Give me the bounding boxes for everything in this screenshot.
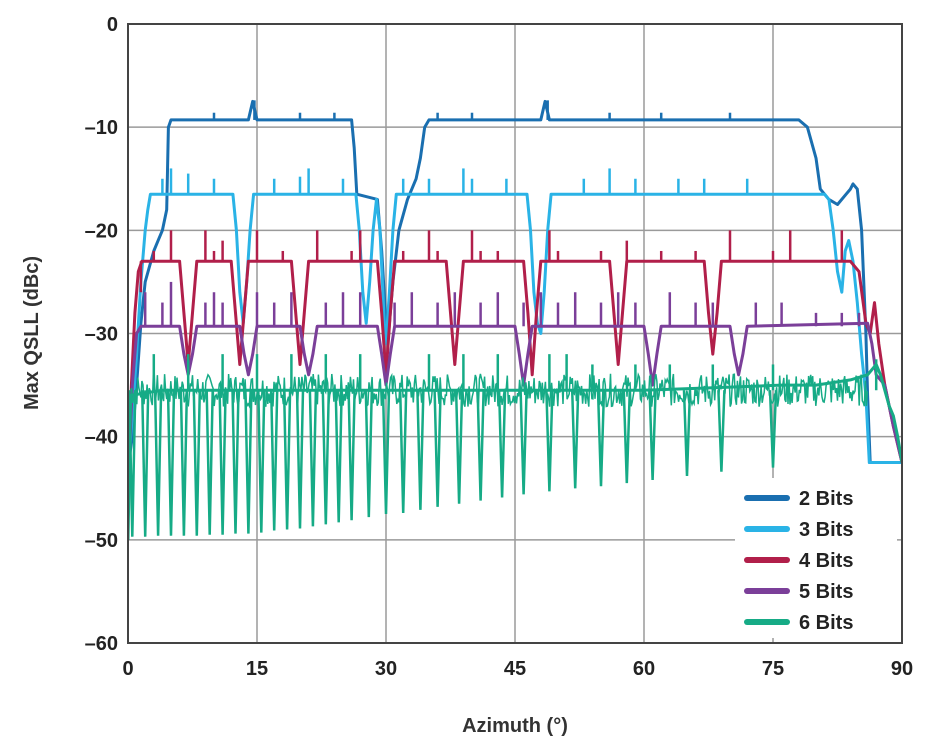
series-line-3-bits: [128, 192, 902, 468]
x-tick-label: 30: [375, 658, 397, 680]
dip-6-bits: [717, 390, 726, 472]
dip-6-bits: [321, 390, 331, 525]
dip-6-bits: [192, 390, 202, 536]
plot-frame: [127, 23, 903, 644]
dip-6-bits: [682, 390, 692, 476]
y-axis-label: Max QSLL (dBc): [21, 256, 43, 410]
dip-6-bits: [218, 390, 227, 535]
legend-label: 4 Bits: [799, 550, 853, 572]
x-axis-label: Azimuth (°): [462, 715, 568, 737]
dip-6-bits: [454, 390, 464, 504]
dip-6-bits: [596, 390, 606, 487]
x-tick-label: 75: [762, 658, 784, 680]
dip-6-bits: [179, 390, 189, 536]
y-tick-label: –20: [85, 220, 118, 242]
dip-6-bits: [398, 390, 408, 514]
dip-6-bits: [570, 390, 580, 489]
dip-6-bits: [334, 390, 343, 523]
dip-6-bits: [416, 390, 425, 510]
y-tick-label: –50: [85, 530, 118, 552]
legend-label: 6 Bits: [799, 612, 853, 634]
series-line-2-bits: [128, 99, 902, 468]
dip-6-bits: [433, 390, 442, 507]
dip-6-bits: [244, 390, 253, 534]
y-tick-label: 0: [107, 14, 118, 36]
dip-6-bits: [622, 390, 632, 484]
x-tick-label: 60: [633, 658, 655, 680]
series-layer: [128, 99, 902, 540]
dip-6-bits: [364, 390, 374, 518]
dip-6-bits: [347, 390, 356, 521]
y-tick-label: –10: [85, 117, 118, 139]
x-tick-label: 15: [246, 658, 268, 680]
noise-6-bits: [129, 372, 869, 409]
dip-6-bits: [476, 390, 485, 501]
legend-label: 5 Bits: [799, 581, 853, 603]
dip-6-bits: [257, 390, 266, 533]
dip-6-bits: [140, 390, 150, 537]
series-line-5-bits: [128, 321, 902, 489]
y-tick-label: –40: [85, 427, 118, 449]
dip-6-bits: [308, 390, 318, 527]
dip-6-bits: [128, 390, 137, 537]
dip-6-bits: [648, 390, 657, 481]
x-tick-label: 45: [504, 658, 526, 680]
legend-label: 2 Bits: [799, 488, 853, 510]
dip-6-bits: [295, 390, 305, 529]
legend: 2 Bits 3 Bits 4 Bits 5 Bits 6 Bits: [735, 478, 897, 638]
dip-6-bits: [497, 390, 507, 498]
dip-6-bits: [282, 390, 292, 530]
y-tick-label: –30: [85, 324, 118, 346]
dip-6-bits: [153, 390, 163, 536]
y-tick-label: –60: [85, 633, 118, 655]
tick-labels: 0 15 30 45 60 75 90 0 –10 –20 –30 –40 –50 –60: [85, 14, 914, 680]
dip-6-bits: [205, 390, 214, 535]
dip-6-bits: [231, 390, 240, 534]
dip-6-bits: [519, 390, 528, 495]
dip-6-bits: [269, 390, 279, 531]
legend-label: 3 Bits: [799, 519, 853, 541]
dip-6-bits: [381, 390, 391, 515]
series-line-4-bits: [128, 259, 902, 489]
dip-6-bits: [768, 390, 778, 468]
x-tick-label: 90: [891, 658, 913, 680]
dip-6-bits: [545, 390, 554, 492]
x-tick-label: 0: [122, 658, 133, 680]
dip-6-bits: [166, 390, 176, 536]
